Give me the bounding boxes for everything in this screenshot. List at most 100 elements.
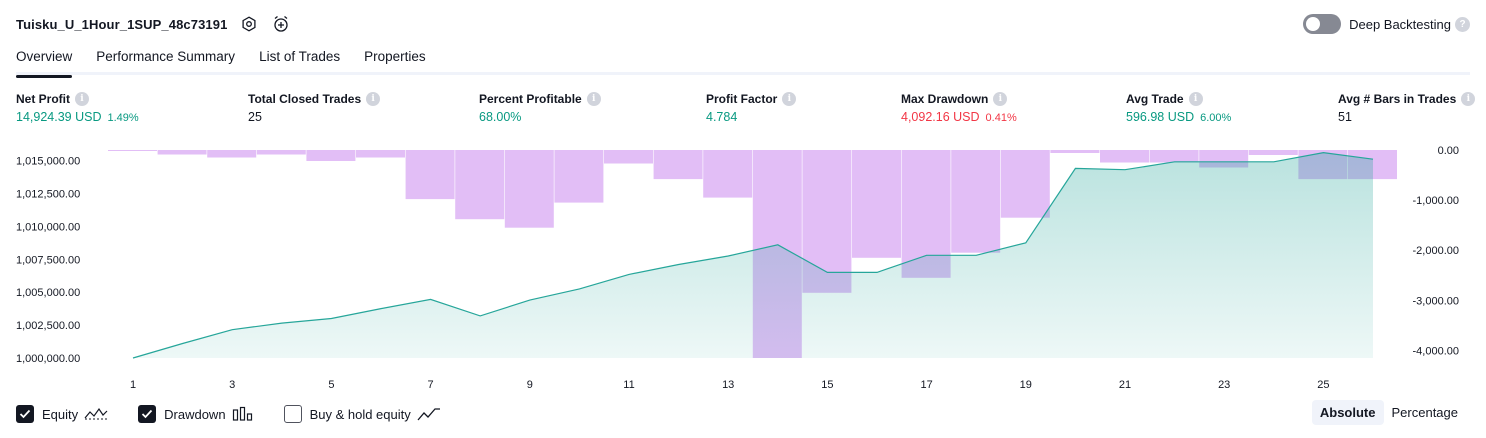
help-icon[interactable]: ? (1455, 16, 1470, 32)
drawdown-bar (356, 150, 405, 158)
absolute-button[interactable]: Absolute (1311, 400, 1384, 425)
metric-max-drawdown: Max Drawdown i 4,092.16 USD 0.41% (901, 92, 1017, 124)
settings-icon[interactable] (239, 14, 259, 34)
right-axis-tick-label: 0.00 (1438, 145, 1459, 157)
left-axis-tick-label: 1,005,000.00 (16, 287, 80, 299)
buy-hold-line-icon (417, 406, 441, 422)
x-axis-tick-label: 7 (428, 379, 434, 391)
x-axis-tick-label: 25 (1317, 379, 1329, 391)
right-axis-tick-label: -2,000.00 (1413, 245, 1459, 257)
tab-properties[interactable]: Properties (364, 49, 426, 64)
x-axis-tick-label: 1 (130, 379, 136, 391)
equity-line-icon (84, 406, 108, 422)
drawdown-bar (1050, 150, 1100, 153)
x-axis-tick-label: 9 (527, 379, 533, 391)
toggle-knob (1306, 17, 1321, 31)
drawdown-bar (703, 150, 753, 198)
left-axis: 1,015,000.00 1,012,500.00 1,010,000.00 1,00… (16, 156, 80, 366)
right-axis: 0.00 -1,000.00 -2,000.00 -3,000.00 -4,000.00 (1413, 145, 1459, 358)
tab-list-of-trades[interactable]: List of Trades (259, 49, 341, 64)
x-axis-tick-label: 11 (623, 379, 634, 391)
metric-value: 68.00% (479, 110, 601, 124)
left-axis-tick-label: 1,012,500.00 (16, 188, 80, 200)
metric-amount: 51 (1338, 110, 1352, 124)
metric-label: Percent Profitable (479, 92, 582, 106)
equity-drawdown-chart[interactable]: 1,015,000.00 1,012,500.00 1,010,000.00 1,00… (0, 140, 1486, 400)
metric-value: 14,924.39 USD 1.49% (16, 110, 139, 124)
x-axis-tick-label: 3 (229, 379, 235, 391)
info-icon[interactable]: i (1461, 92, 1476, 106)
left-axis-tick-label: 1,010,000.00 (16, 221, 80, 233)
metric-percent-profitable: Percent Profitable i 68.00% (479, 92, 601, 124)
drawdown-bar (306, 150, 356, 161)
right-axis-tick-label: -3,000.00 (1413, 295, 1459, 307)
metric-label: Profit Factor (706, 92, 778, 106)
metric-amount: 596.98 USD (1126, 110, 1195, 124)
alarm-add-icon[interactable] (271, 14, 291, 34)
metric-profit-factor: Profit Factor i 4.784 (706, 92, 797, 124)
metric-label: Avg Trade (1126, 92, 1184, 106)
metric-total-closed-trades: Total Closed Trades i 25 (248, 92, 381, 124)
metric-label: Net Profit (16, 92, 70, 106)
equity-series (132, 151, 1374, 359)
legend-equity[interactable]: Equity (16, 405, 108, 423)
drawdown-bar (1000, 150, 1050, 218)
drawdown-bar (653, 150, 703, 180)
drawdown-bar (951, 150, 1001, 253)
drawdown-bar (157, 150, 207, 155)
value-mode-switch: Absolute Percentage (1311, 400, 1466, 425)
metric-value: 25 (248, 110, 380, 124)
checkbox-buy-hold-equity[interactable] (283, 405, 302, 423)
metric-value: 51 (1338, 110, 1475, 124)
info-icon[interactable]: i (75, 92, 89, 106)
legend-label: Equity (42, 406, 79, 422)
drawdown-bar (405, 150, 455, 200)
metric-avg-bars-in-trades: Avg # Bars in Trades i 51 (1338, 92, 1476, 124)
left-axis-tick-label: 1,015,000.00 (16, 156, 80, 168)
drawdown-bar (108, 150, 157, 151)
chart-legend: Equity Drawdown Buy & hold equity (16, 403, 471, 425)
x-axis-tick-label: 5 (328, 379, 334, 391)
drawdown-bar (1100, 150, 1149, 163)
info-icon[interactable]: i (782, 92, 797, 106)
info-icon[interactable]: i (366, 92, 381, 106)
tab-overview[interactable]: Overview (16, 44, 73, 78)
tab-performance-summary[interactable]: Performance Summary (96, 49, 236, 64)
metric-label: Max Drawdown (901, 92, 989, 106)
legend-drawdown[interactable]: Drawdown (138, 405, 253, 423)
drawdown-bar (504, 150, 554, 228)
report-header: Tuisku_U_1Hour_1SUP_48c73191 Deep Backte… (16, 10, 1470, 38)
metric-percent: 0.41% (985, 112, 1017, 124)
deep-backtesting-toggle[interactable] (1303, 14, 1342, 34)
deep-backtesting-control: Deep Backtesting ? (1303, 14, 1470, 34)
x-axis-tick-label: 23 (1218, 379, 1230, 391)
percentage-button[interactable]: Percentage (1391, 405, 1459, 420)
left-axis-tick-label: 1,002,500.00 (16, 320, 80, 332)
legend-label: Buy & hold equity (309, 406, 411, 422)
drawdown-bar (554, 150, 604, 203)
checkbox-drawdown[interactable] (138, 405, 157, 423)
info-icon[interactable]: i (1188, 92, 1203, 106)
metric-amount: 14,924.39 USD (16, 110, 102, 124)
drawdown-bar (1248, 150, 1298, 155)
legend-buy-hold-equity[interactable]: Buy & hold equity (283, 405, 441, 423)
right-axis-tick-label: -1,000.00 (1413, 195, 1459, 207)
x-axis-tick-label: 15 (821, 379, 833, 391)
x-axis-tick-label: 21 (1119, 379, 1131, 391)
equity-area (133, 152, 1373, 358)
report-tabs: Overview Performance Summary List of Tra… (16, 44, 1470, 78)
drawdown-bars-icon (232, 406, 254, 422)
checkbox-equity[interactable] (16, 405, 34, 423)
left-axis-tick-label: 1,000,000.00 (16, 353, 80, 365)
metric-value: 596.98 USD 6.00% (1126, 110, 1231, 124)
metric-percent: 1.49% (107, 112, 139, 124)
drawdown-bar (1149, 150, 1199, 163)
info-icon[interactable]: i (586, 92, 601, 106)
drawdown-bar (852, 150, 901, 258)
drawdown-bar (207, 150, 257, 158)
metric-value: 4,092.16 USD 0.41% (901, 110, 1017, 124)
info-icon[interactable]: i (993, 92, 1008, 106)
metric-net-profit: Net Profit i 14,924.39 USD 1.49% (16, 92, 139, 124)
left-axis-tick-label: 1,007,500.00 (16, 254, 80, 266)
metric-avg-trade: Avg Trade i 596.98 USD 6.00% (1126, 92, 1231, 124)
